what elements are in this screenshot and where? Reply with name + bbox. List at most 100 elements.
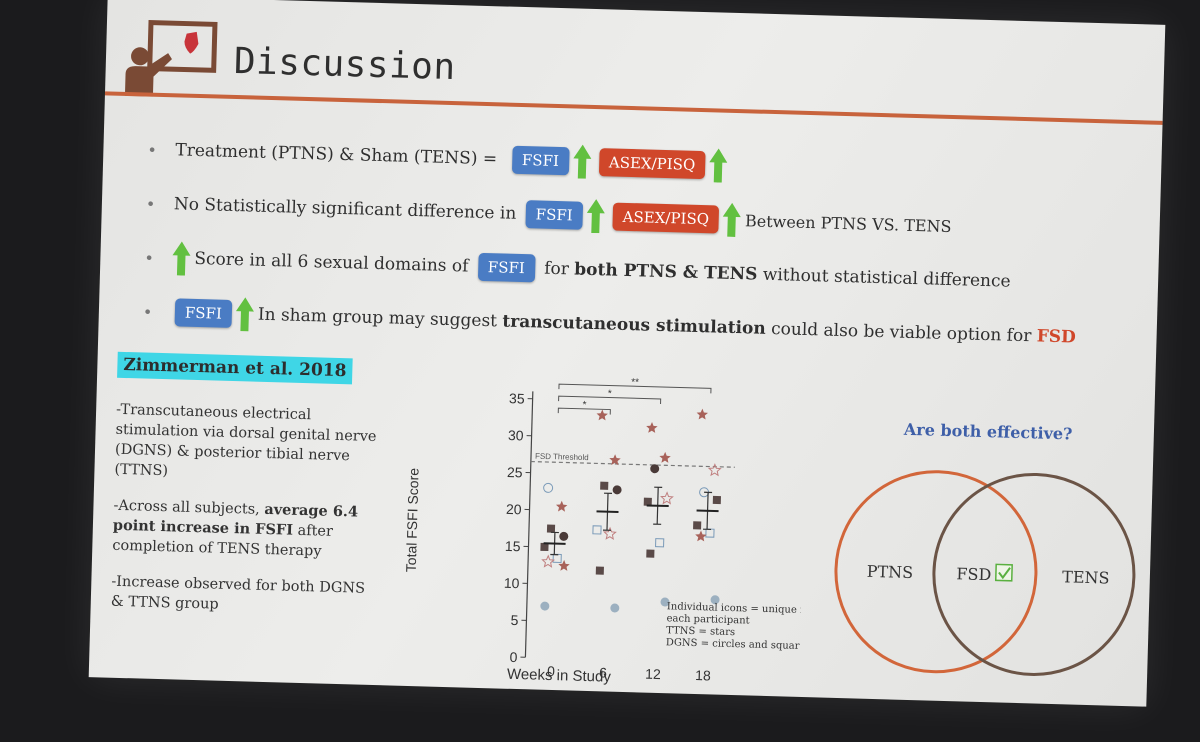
significance-bracket [558, 383, 712, 394]
fsfi-scatter-chart: Total FSFI Score Weeks in Study 0 5 10 15 20… [403, 377, 808, 686]
data-point-square [595, 566, 604, 575]
bullet-4-tail: could also be viable option for [770, 319, 1032, 347]
presenter-logo-icon [124, 20, 218, 97]
fsd-threshold-line [530, 460, 735, 468]
x-tick-label: 0 [547, 663, 555, 679]
data-point-star [555, 500, 568, 512]
y-tick-label: 0 [509, 649, 517, 665]
study-notes: -Transcutaneous electrical stimulation v… [110, 400, 386, 635]
bullet-3-text: Score in all 6 sexual domains of [194, 248, 469, 277]
significance-label: ** [631, 377, 639, 388]
data-point-circle-gray [540, 601, 550, 611]
note-2-pre: -Across all subjects, [113, 497, 260, 518]
data-point-star [659, 451, 671, 463]
legend-line-1: Individual icons = unique for [667, 601, 808, 616]
note-2: -Across all subjects, average 6.4 point … [112, 496, 384, 564]
venn-left-label: PTNS [866, 562, 913, 582]
data-point-circle-gray [660, 597, 670, 607]
up-arrow-icon [709, 148, 728, 183]
bullet-dot: • [147, 140, 158, 160]
data-point-star [596, 409, 608, 421]
fsfi-tag: FSFI [525, 200, 584, 230]
x-tick-label: 6 [599, 664, 607, 680]
mean-marker [646, 504, 669, 508]
slide-title: Discussion [233, 40, 457, 89]
bullet-4-text: In sham group may suggest [257, 304, 498, 332]
up-arrow-icon [172, 241, 191, 276]
up-arrow-icon [235, 297, 254, 332]
fsd-highlight: FSD [1036, 326, 1077, 348]
venn-right-label: TENS [1062, 567, 1110, 587]
bullet-4-bold: transcutaneous stimulation [502, 311, 767, 339]
y-tick-label: 25 [507, 464, 523, 480]
data-point-star [695, 530, 707, 542]
significance-bracket [557, 407, 611, 415]
bullet-1-text: Treatment (PTNS) & Sham (TENS) = [175, 140, 498, 170]
y-tick-label: 15 [505, 538, 521, 554]
data-point-square [712, 495, 721, 505]
title-divider [104, 91, 1163, 125]
data-point-star-open [660, 491, 674, 505]
mean-marker [596, 510, 619, 514]
data-point-circle-gray [710, 595, 720, 605]
data-point-star [609, 454, 621, 466]
data-point-square-open [705, 528, 715, 538]
data-point-square [693, 521, 702, 530]
venn-circle-ptns [834, 470, 1038, 674]
y-axis-label: Total FSFI Score [403, 468, 422, 573]
bullet-dot: • [142, 301, 153, 322]
y-tick-label: 5 [510, 612, 518, 628]
fsfi-tag: FSFI [477, 252, 536, 283]
bullet-3-for: for [543, 258, 570, 280]
data-point-square-open [552, 553, 562, 564]
data-point-star [558, 559, 570, 571]
mean-marker [543, 542, 566, 545]
x-tick-label: 12 [645, 666, 661, 682]
checkbox-checked-icon [994, 563, 1013, 582]
data-point-circle [559, 531, 569, 541]
bullet-3-bold: both PTNS & TENS [574, 259, 758, 285]
fsfi-tag: FSFI [174, 298, 233, 328]
data-point-star [646, 422, 658, 433]
bullet-3: • Score in all 6 sexual domains of FSFI … [144, 230, 1145, 312]
bullet-3-tail: without statistical difference [762, 264, 1011, 292]
significance-bracket [558, 395, 662, 404]
legend-line-2: each participant [666, 613, 749, 626]
fsfi-tag: FSFI [511, 145, 570, 176]
bullet-2: • No Statistically significant differenc… [145, 177, 1146, 259]
data-point-square [546, 524, 556, 533]
bullet-2-suffix: Between PTNS VS. TENS [744, 210, 952, 236]
chart-legend-note: Individual icons = unique for each parti… [666, 601, 808, 652]
data-point-square [540, 542, 549, 552]
data-point-circle [612, 485, 622, 495]
data-point-circle-gray [610, 603, 620, 613]
data-point-star [696, 408, 709, 420]
up-arrow-icon [572, 144, 591, 179]
legend-line-3: TTNS = stars [666, 625, 735, 638]
data-point-star-open [541, 554, 556, 568]
fsd-threshold-label: FSD Threshold [535, 452, 589, 462]
y-tick-label: 30 [508, 427, 524, 443]
y-tick-label: 35 [509, 390, 525, 406]
data-point-square [600, 481, 609, 490]
y-axis-line [524, 391, 534, 658]
bullet-4: • FSFI In sham group may suggest transcu… [142, 284, 1143, 366]
bullet-2-text: No Statistically significant difference … [173, 194, 517, 224]
venn-diagram: PTNS FSD TENS [834, 470, 1136, 676]
data-point-square [643, 497, 652, 506]
bullet-list: • Treatment (PTNS) & Sham (TENS) = FSFI … [142, 123, 1148, 367]
data-point-circle-open [543, 482, 554, 493]
note-1: -Transcutaneous electrical stimulation v… [114, 401, 377, 480]
up-arrow-icon [723, 202, 742, 237]
legend-line-4: DGNS = circles and squares [666, 637, 808, 652]
slide: Discussion • Treatment (PTNS) & Sham (TE… [88, 0, 1166, 707]
x-axis-label: Weeks in Study [507, 666, 612, 686]
venn-question: Are both effective? [903, 419, 1073, 444]
note-3: -Increase observed for both DGNS & TTNS … [110, 573, 366, 613]
bullet-1: • Treatment (PTNS) & Sham (TENS) = FSFI … [147, 123, 1148, 205]
y-tick-label: 10 [504, 575, 520, 591]
data-point-square-open [655, 538, 665, 548]
significance-label: * [608, 388, 612, 399]
bullet-dot: • [144, 247, 155, 268]
mean-marker [696, 509, 719, 513]
